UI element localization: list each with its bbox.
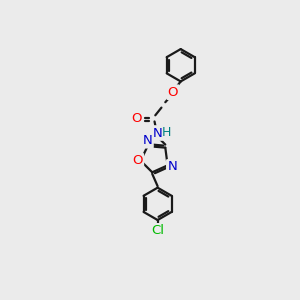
Text: Cl: Cl xyxy=(151,224,164,237)
Text: N: N xyxy=(153,127,163,140)
Text: H: H xyxy=(162,126,172,139)
Text: N: N xyxy=(167,160,177,173)
Text: O: O xyxy=(168,86,178,99)
Text: O: O xyxy=(132,154,143,167)
Text: N: N xyxy=(143,134,152,147)
Text: O: O xyxy=(132,112,142,125)
